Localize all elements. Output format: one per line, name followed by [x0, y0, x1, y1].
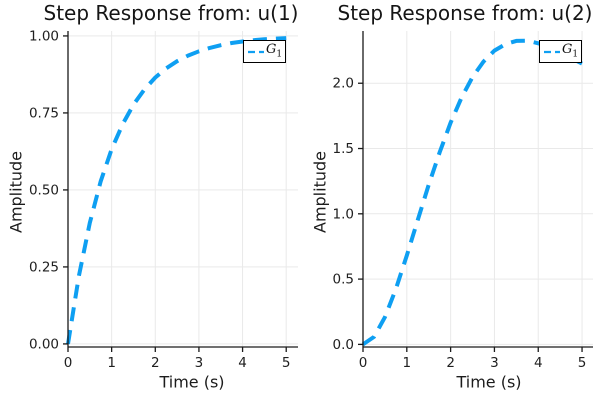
plot1-x-tick-label: 0 [64, 355, 73, 371]
plot1-y-tick-label: 1.00 [29, 28, 59, 44]
plot1-legend: G1 [243, 40, 286, 63]
plot2-y-tick-label: 0.5 [333, 272, 354, 288]
plot1-y-tick-label: 0.00 [29, 336, 59, 352]
plot1-y-tick-label: 0.50 [29, 182, 59, 198]
plot2-y-tick-label: 1.5 [333, 141, 354, 157]
plot2-x-tick-label: 4 [534, 355, 543, 371]
plot1-area: 0 1 2 3 4 5 0.00 0.25 0.50 0.75 1.00 [29, 28, 298, 371]
plot2-y-tick-label: 2.0 [333, 76, 354, 92]
plot2-y-tick-label: 0.0 [333, 337, 354, 353]
legend-line-sample-icon [248, 50, 264, 53]
plot2-x-tick-label: 0 [359, 355, 368, 371]
legend-line-sample-icon [544, 50, 560, 53]
plot1-x-tick-label: 4 [238, 355, 247, 371]
plot2-legend-label: G1 [562, 42, 579, 60]
plot2-legend: G1 [539, 40, 582, 63]
plot1-x-tick-label: 3 [195, 355, 204, 371]
plot1-x-tick-label: 2 [151, 355, 160, 371]
plot1-y-tick-label: 0.25 [29, 259, 59, 275]
plot1-series-G_1 [66, 36, 287, 345]
plot2-x-tick-label: 2 [446, 355, 455, 371]
plot1-x-tick-label: 5 [282, 355, 291, 371]
plot1-y-tick-label: 0.75 [29, 105, 59, 121]
plot1-x-tick-label: 1 [107, 355, 116, 371]
plot2-ylabel: Amplitude [310, 151, 330, 233]
plot1-title: Step Response from: u(1) [43, 1, 299, 25]
plot2-xlabel: Time (s) [456, 372, 522, 392]
plot1-legend-label: G1 [266, 42, 283, 60]
plot2-series-G_1 [361, 38, 583, 347]
plot2-x-tick-label: 5 [578, 355, 587, 371]
plot1-xlabel: Time (s) [159, 372, 225, 392]
plot1-ylabel: Amplitude [6, 151, 26, 233]
plot2-title: Step Response from: u(2) [337, 1, 593, 25]
plot2-area: 0 1 2 3 4 5 0.0 0.5 1.0 1.5 2.0 [333, 31, 593, 371]
plot2-y-tick-label: 1.0 [333, 206, 354, 222]
plot2-x-tick-label: 3 [490, 355, 499, 371]
plot2-x-tick-label: 1 [403, 355, 412, 371]
